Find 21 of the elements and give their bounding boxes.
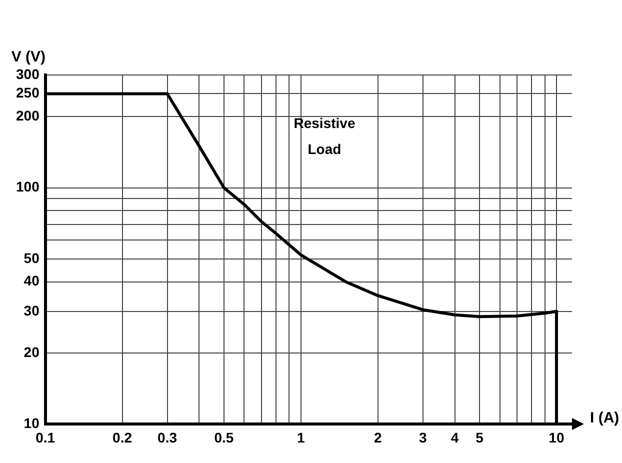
y-tick-label: 20 xyxy=(24,344,40,360)
y-tick-label: 30 xyxy=(24,302,40,318)
y-tick-label: 250 xyxy=(16,84,40,101)
y-tick-label: 10 xyxy=(24,415,40,432)
y-tick-label: 200 xyxy=(16,107,40,124)
y-tick-label: 100 xyxy=(16,178,40,195)
y-tick-label: 300 xyxy=(16,66,40,82)
x-tick-label: 5 xyxy=(476,429,484,446)
y-tick-label: 50 xyxy=(24,250,40,266)
y-axis-title: V (V) xyxy=(11,48,46,66)
x-tick-label: 0.2 xyxy=(112,429,132,446)
x-tick-label: 0.1 xyxy=(36,429,56,446)
x-tick-label: 2 xyxy=(374,429,382,446)
x-tick-label: 0.3 xyxy=(158,429,178,446)
x-axis-title: I (A) xyxy=(590,409,620,426)
y-tick-label: 40 xyxy=(24,272,40,289)
x-tick-label: 4 xyxy=(450,429,459,446)
x-tick-label: 0.5 xyxy=(214,429,234,446)
x-tick-label: 3 xyxy=(418,429,427,446)
x-tick-label: 1 xyxy=(297,429,306,446)
x-tick-label: 10 xyxy=(548,429,564,446)
